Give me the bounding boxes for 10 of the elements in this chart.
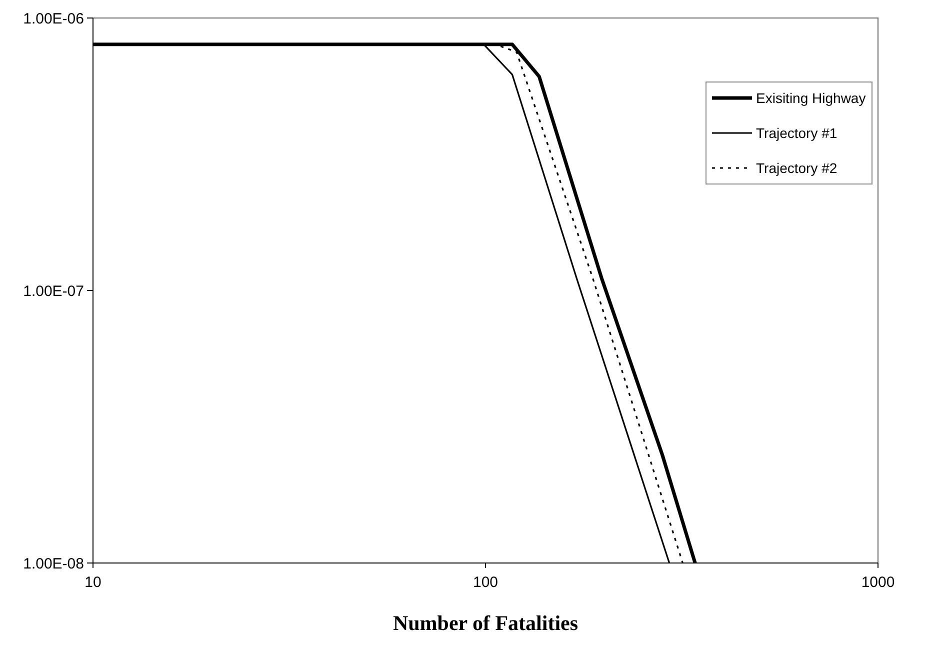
y-tick-label: 1.00E-06	[23, 10, 84, 28]
legend-label: Exisiting Highway	[756, 90, 866, 106]
y-tick-label: 1.00E-08	[23, 555, 84, 572]
legend-label: Trajectory #2	[756, 160, 838, 176]
legend-label: Trajectory #1	[756, 124, 838, 141]
x-tick-label: 1000	[861, 574, 895, 591]
x-tick-label: 10	[84, 574, 102, 591]
x-tick-label: 100	[472, 574, 498, 591]
y-tick-label: 1.00E-07	[23, 282, 84, 300]
x-axis-title: Number of Fatalities	[392, 611, 578, 635]
